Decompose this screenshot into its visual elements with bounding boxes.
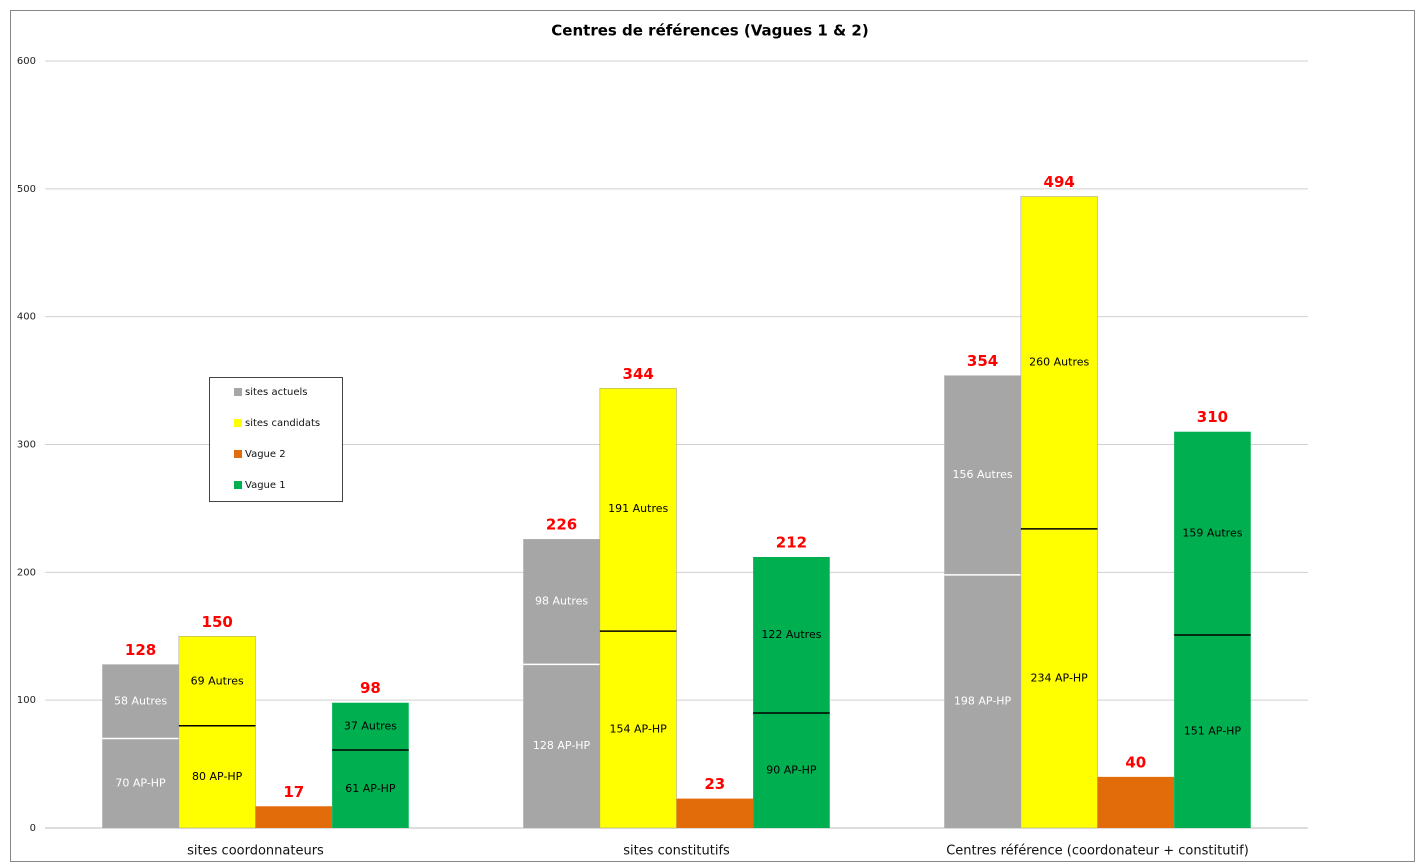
y-tick-label: 600 xyxy=(17,56,36,67)
bar xyxy=(599,388,677,829)
segment-label: 191 Autres xyxy=(608,502,668,515)
total-label: 23 xyxy=(704,775,725,793)
y-tick-label: 0 xyxy=(30,823,36,834)
bar xyxy=(178,636,256,829)
bar xyxy=(523,539,600,828)
chart-title: Centres de références (Vagues 1 & 2) xyxy=(551,22,868,40)
segment-label: 122 Autres xyxy=(761,628,821,641)
segment-label: 128 AP-HP xyxy=(533,739,591,752)
legend-label: sites actuels xyxy=(245,387,307,398)
total-label: 354 xyxy=(967,352,998,370)
legend-box xyxy=(209,377,343,502)
segment-label: 90 AP-HP xyxy=(766,763,817,776)
y-tick-label: 400 xyxy=(17,312,36,323)
total-label: 17 xyxy=(283,783,304,801)
legend-label: Vague 1 xyxy=(245,480,286,491)
bar xyxy=(1174,431,1251,828)
segment-label: 156 Autres xyxy=(953,468,1013,481)
segment-label: 98 Autres xyxy=(535,595,588,608)
segment-label: 61 AP-HP xyxy=(345,782,396,795)
segment-label: 58 Autres xyxy=(114,694,167,707)
x-tick-label: Centres référence (coordonateur + consti… xyxy=(946,844,1249,859)
legend-swatch xyxy=(234,450,242,458)
bar xyxy=(753,556,830,828)
total-label: 128 xyxy=(125,641,156,659)
bar xyxy=(102,664,179,828)
bar xyxy=(944,375,1021,828)
segment-label: 198 AP-HP xyxy=(954,694,1012,707)
y-tick-label: 500 xyxy=(17,184,36,195)
segment-label: 159 Autres xyxy=(1182,526,1242,539)
total-label: 344 xyxy=(623,365,654,383)
y-tick-label: 200 xyxy=(17,567,36,578)
legend-swatch xyxy=(234,481,242,489)
y-tick-label: 100 xyxy=(17,695,36,706)
bars: 128 70 AP-HP 58 Autres 150 80 AP-HP 69 Autres… xyxy=(102,173,1251,829)
segment-label: 80 AP-HP xyxy=(192,770,243,783)
total-label: 98 xyxy=(360,679,381,697)
legend: sites actuels sites candidats Vague 2 Vague… xyxy=(209,377,343,502)
segment-label: 151 AP-HP xyxy=(1184,724,1242,737)
segment-label: 234 AP-HP xyxy=(1031,671,1089,684)
segment-label: 260 Autres xyxy=(1029,356,1089,369)
segment-label: 70 AP-HP xyxy=(115,776,166,789)
bar xyxy=(1020,196,1098,829)
legend-label: Vague 2 xyxy=(245,449,286,460)
y-tick-label: 300 xyxy=(17,440,36,451)
segment-label: 154 AP-HP xyxy=(610,723,668,736)
total-label: 494 xyxy=(1044,173,1075,191)
legend-label: sites candidats xyxy=(245,418,320,429)
total-label: 226 xyxy=(546,516,577,534)
x-tick-label: sites coordonnateurs xyxy=(187,844,324,859)
segment-label: 69 Autres xyxy=(191,675,244,688)
bar xyxy=(1097,776,1175,828)
x-tick-label: sites constitutifs xyxy=(623,844,730,859)
total-label: 150 xyxy=(202,613,233,631)
segment-label: 37 Autres xyxy=(344,719,397,732)
legend-swatch xyxy=(234,419,242,427)
legend-swatch xyxy=(234,388,242,396)
bar xyxy=(676,798,754,828)
bar xyxy=(332,702,409,828)
total-label: 310 xyxy=(1197,408,1228,426)
bar xyxy=(255,806,333,828)
total-label: 212 xyxy=(776,533,807,551)
total-label: 40 xyxy=(1125,753,1146,771)
